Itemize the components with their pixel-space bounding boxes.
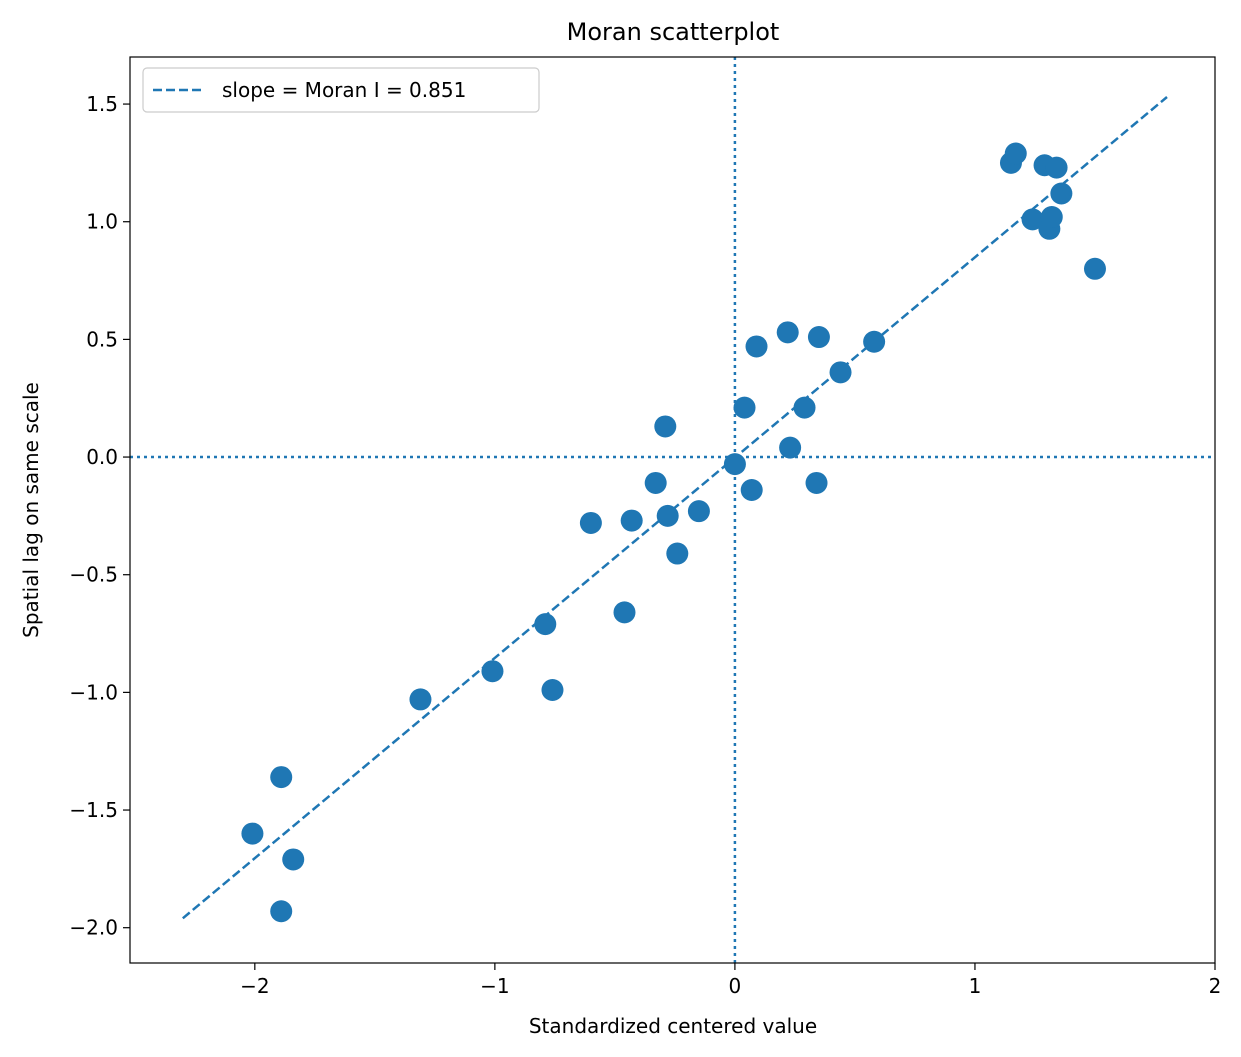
- data-point: [541, 679, 564, 702]
- data-point: [644, 471, 667, 494]
- data-point: [723, 453, 746, 476]
- legend: slope = Moran I = 0.851: [142, 67, 540, 113]
- legend-box: [142, 67, 540, 113]
- y-tick-label: −2.0: [69, 916, 118, 940]
- data-point: [733, 396, 756, 419]
- y-tick-label: 0.5: [86, 327, 118, 351]
- y-tick-label: −1.5: [69, 798, 118, 822]
- data-point: [740, 478, 763, 501]
- data-point: [779, 436, 802, 459]
- x-tick-label: −2: [240, 974, 269, 998]
- data-point: [1050, 182, 1073, 205]
- data-point: [654, 415, 677, 438]
- x-axis-label: Standardized centered value: [529, 1014, 817, 1038]
- data-point: [481, 660, 504, 683]
- data-point: [613, 601, 636, 624]
- data-point: [620, 509, 643, 532]
- data-point: [282, 848, 305, 871]
- data-point: [579, 511, 602, 534]
- data-point: [687, 500, 710, 523]
- data-point: [270, 900, 293, 923]
- data-point: [656, 504, 679, 527]
- legend-label: slope = Moran I = 0.851: [222, 78, 466, 102]
- data-point: [793, 396, 816, 419]
- data-point: [1004, 142, 1027, 165]
- data-point: [409, 688, 432, 711]
- chart-title: Moran scatterplot: [567, 18, 780, 46]
- y-tick-label: 1.0: [86, 210, 118, 234]
- data-point: [666, 542, 689, 565]
- x-tick-label: 2: [1209, 974, 1222, 998]
- data-point: [829, 361, 852, 384]
- data-point: [270, 766, 293, 789]
- data-point: [745, 335, 768, 358]
- data-point: [534, 613, 557, 636]
- y-tick-label: −0.5: [69, 563, 118, 587]
- x-tick-label: 0: [729, 974, 742, 998]
- data-point: [776, 321, 799, 344]
- y-tick-label: −1.0: [69, 680, 118, 704]
- data-point: [807, 326, 830, 349]
- data-point: [805, 471, 828, 494]
- data-point: [1040, 206, 1063, 229]
- x-tick-label: −1: [480, 974, 509, 998]
- data-point: [863, 330, 886, 353]
- data-point: [241, 822, 264, 845]
- y-axis-label: Spatial lag on same scale: [19, 382, 43, 638]
- y-tick-label: 1.5: [86, 92, 118, 116]
- data-point: [1021, 208, 1044, 231]
- x-tick-label: 1: [969, 974, 982, 998]
- plot-frame: [129, 56, 1216, 964]
- data-point: [1083, 257, 1106, 280]
- data-point: [1045, 156, 1068, 179]
- y-tick-label: 0.0: [86, 445, 118, 469]
